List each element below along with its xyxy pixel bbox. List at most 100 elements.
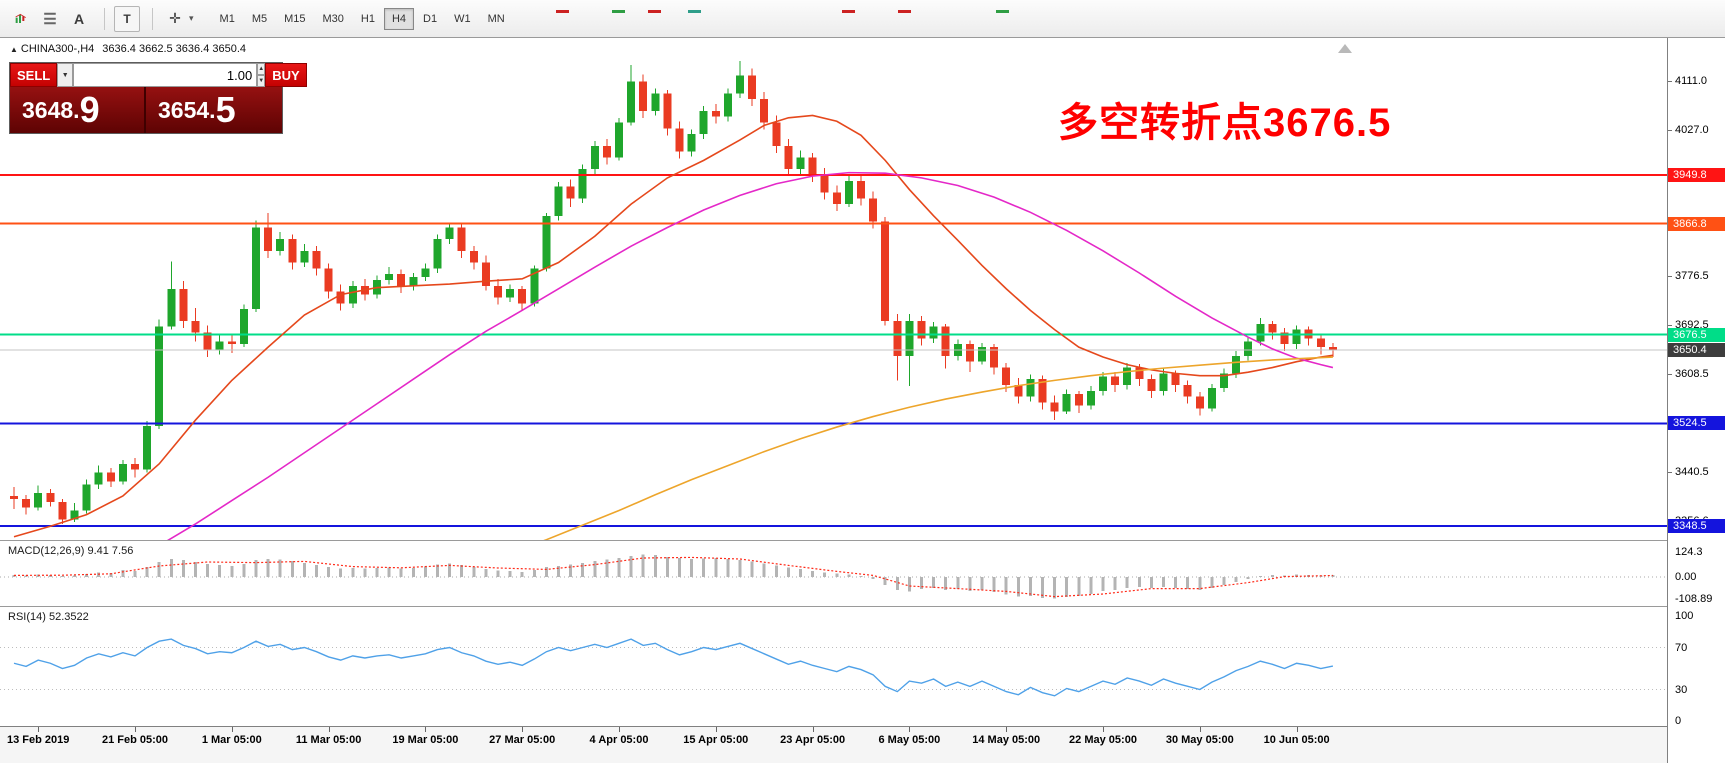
candle xyxy=(409,273,418,291)
candle xyxy=(832,185,841,212)
time-label: 19 Mar 05:00 xyxy=(392,734,459,746)
timeframe-m30[interactable]: M30 xyxy=(315,8,352,30)
candle xyxy=(264,212,273,258)
trade-controls-row: SELL ▼ ▲ ▼ BUY xyxy=(10,63,307,87)
macd-label: MACD(12,26,9) 9.41 7.56 xyxy=(8,545,134,557)
panel-separator[interactable] xyxy=(0,540,1725,541)
candle xyxy=(917,316,926,346)
timeframe-m5[interactable]: M5 xyxy=(244,8,275,30)
time-tick xyxy=(522,727,524,732)
candle xyxy=(167,261,176,330)
sell-button[interactable]: SELL xyxy=(10,63,58,87)
bid-price-big-digit: 9 xyxy=(79,89,100,130)
candle xyxy=(1304,326,1313,346)
timeframe-d1[interactable]: D1 xyxy=(415,8,445,30)
candle xyxy=(796,150,805,174)
price-line-label: 3650.4 xyxy=(1668,342,1725,357)
candle xyxy=(58,498,67,524)
candle xyxy=(1183,380,1192,404)
template-icon[interactable]: T xyxy=(114,5,140,32)
mid-ma-line[interactable] xyxy=(159,171,1334,540)
candle xyxy=(723,88,732,122)
price-line-label: 3676.5 xyxy=(1668,327,1725,342)
main-chart-panel: ▲ CHINA300-,H4 3636.4 3662.5 3636.4 3650.4… xyxy=(0,38,1667,540)
indicators-icon[interactable] xyxy=(8,6,34,32)
toolbar-separator xyxy=(104,7,105,30)
volume-dropdown-caret-icon[interactable]: ▼ xyxy=(57,63,74,87)
candle xyxy=(227,335,236,353)
candle xyxy=(518,285,527,311)
candle xyxy=(663,89,672,136)
time-tick xyxy=(812,727,814,732)
price-line-label: 3866.8 xyxy=(1668,216,1725,231)
panel-separator[interactable] xyxy=(0,606,1725,607)
price-tick xyxy=(1668,325,1672,327)
timeframe-h4[interactable]: H4 xyxy=(383,7,415,30)
candle xyxy=(46,488,55,507)
timeframe-mn[interactable]: MN xyxy=(480,8,513,30)
candle xyxy=(1038,375,1047,410)
decorative-mark xyxy=(612,10,625,13)
volume-stepper: ▲ ▼ xyxy=(257,63,266,87)
volume-input[interactable] xyxy=(73,63,258,87)
candle xyxy=(530,265,539,307)
rsi-label: RSI(14) 52.3522 xyxy=(8,611,89,623)
chevron-down-icon[interactable]: ▾ xyxy=(189,13,194,23)
time-label: 11 Mar 05:00 xyxy=(295,734,362,746)
time-tick xyxy=(135,727,136,732)
ask-price-display[interactable]: 3654. 5 xyxy=(146,87,282,133)
candle xyxy=(1050,395,1059,421)
candle xyxy=(348,281,357,309)
candle xyxy=(760,92,769,130)
rsi-line xyxy=(13,638,1334,697)
collapse-triangle-icon[interactable]: ▲ xyxy=(10,45,18,54)
price-axis[interactable]: 4111.04027.03776.53692.53608.53440.53356… xyxy=(1667,38,1725,763)
candle xyxy=(1292,325,1301,349)
text-label-icon[interactable]: A xyxy=(66,6,92,32)
timeframe-button-group: M1 M5 M15 M30 H1 H4 D1 W1 MN xyxy=(212,7,514,30)
time-label: 10 Jun 05:00 xyxy=(1263,734,1330,746)
time-axis[interactable]: 13 Feb 2019 21 Feb 05:00 1 Mar 05:00 11 Mar… xyxy=(0,726,1725,763)
candle xyxy=(1207,383,1216,412)
candle xyxy=(385,267,394,285)
ask-price-big-digit: 5 xyxy=(215,89,236,130)
candle xyxy=(34,485,43,511)
candle xyxy=(578,164,587,203)
macd-axis-label: 0.00 xyxy=(1675,571,1697,583)
candle xyxy=(1147,374,1156,398)
slow-ma-line[interactable] xyxy=(510,356,1333,540)
volume-up-icon[interactable]: ▲ xyxy=(257,63,266,75)
timeframe-h1[interactable]: H1 xyxy=(353,8,383,30)
toolbar: ☰ A T ✛ ▾ M1 M5 M15 M30 H1 H4 D1 W1 MN xyxy=(0,0,1725,38)
candle xyxy=(675,121,684,159)
candle xyxy=(881,216,890,326)
fast-ma-line[interactable] xyxy=(13,114,1334,538)
candle xyxy=(1123,362,1132,390)
symbol-name: CHINA300-,H4 xyxy=(20,43,95,55)
timeframe-m1[interactable]: M1 xyxy=(212,8,243,30)
decorative-mark xyxy=(842,10,855,13)
candle xyxy=(627,65,636,126)
volume-down-icon[interactable]: ▼ xyxy=(257,75,266,87)
price-line-label: 3524.5 xyxy=(1668,416,1725,431)
crosshair-tool-icon[interactable]: ✛ xyxy=(162,6,188,32)
timeframe-w1[interactable]: W1 xyxy=(446,8,479,30)
bid-price-display[interactable]: 3648. 9 xyxy=(10,87,146,133)
candlestick-chart[interactable] xyxy=(0,38,1667,540)
candle xyxy=(1268,320,1277,340)
candle xyxy=(978,343,986,365)
rsi-indicator-chart[interactable] xyxy=(0,607,1667,725)
macd-axis-label: -108.89 xyxy=(1675,593,1713,605)
macd-indicator-chart[interactable] xyxy=(0,541,1667,606)
time-tick xyxy=(1103,727,1104,732)
candle xyxy=(1220,368,1228,393)
candle xyxy=(590,141,599,174)
chart-shift-marker-icon[interactable] xyxy=(1338,44,1352,53)
buy-button[interactable]: BUY xyxy=(265,63,307,87)
time-tick xyxy=(715,727,717,732)
candle xyxy=(1014,378,1023,404)
timeframe-m15[interactable]: M15 xyxy=(276,8,313,30)
candle xyxy=(857,173,865,206)
objects-list-icon[interactable]: ☰ xyxy=(37,6,63,32)
candle xyxy=(651,88,660,116)
